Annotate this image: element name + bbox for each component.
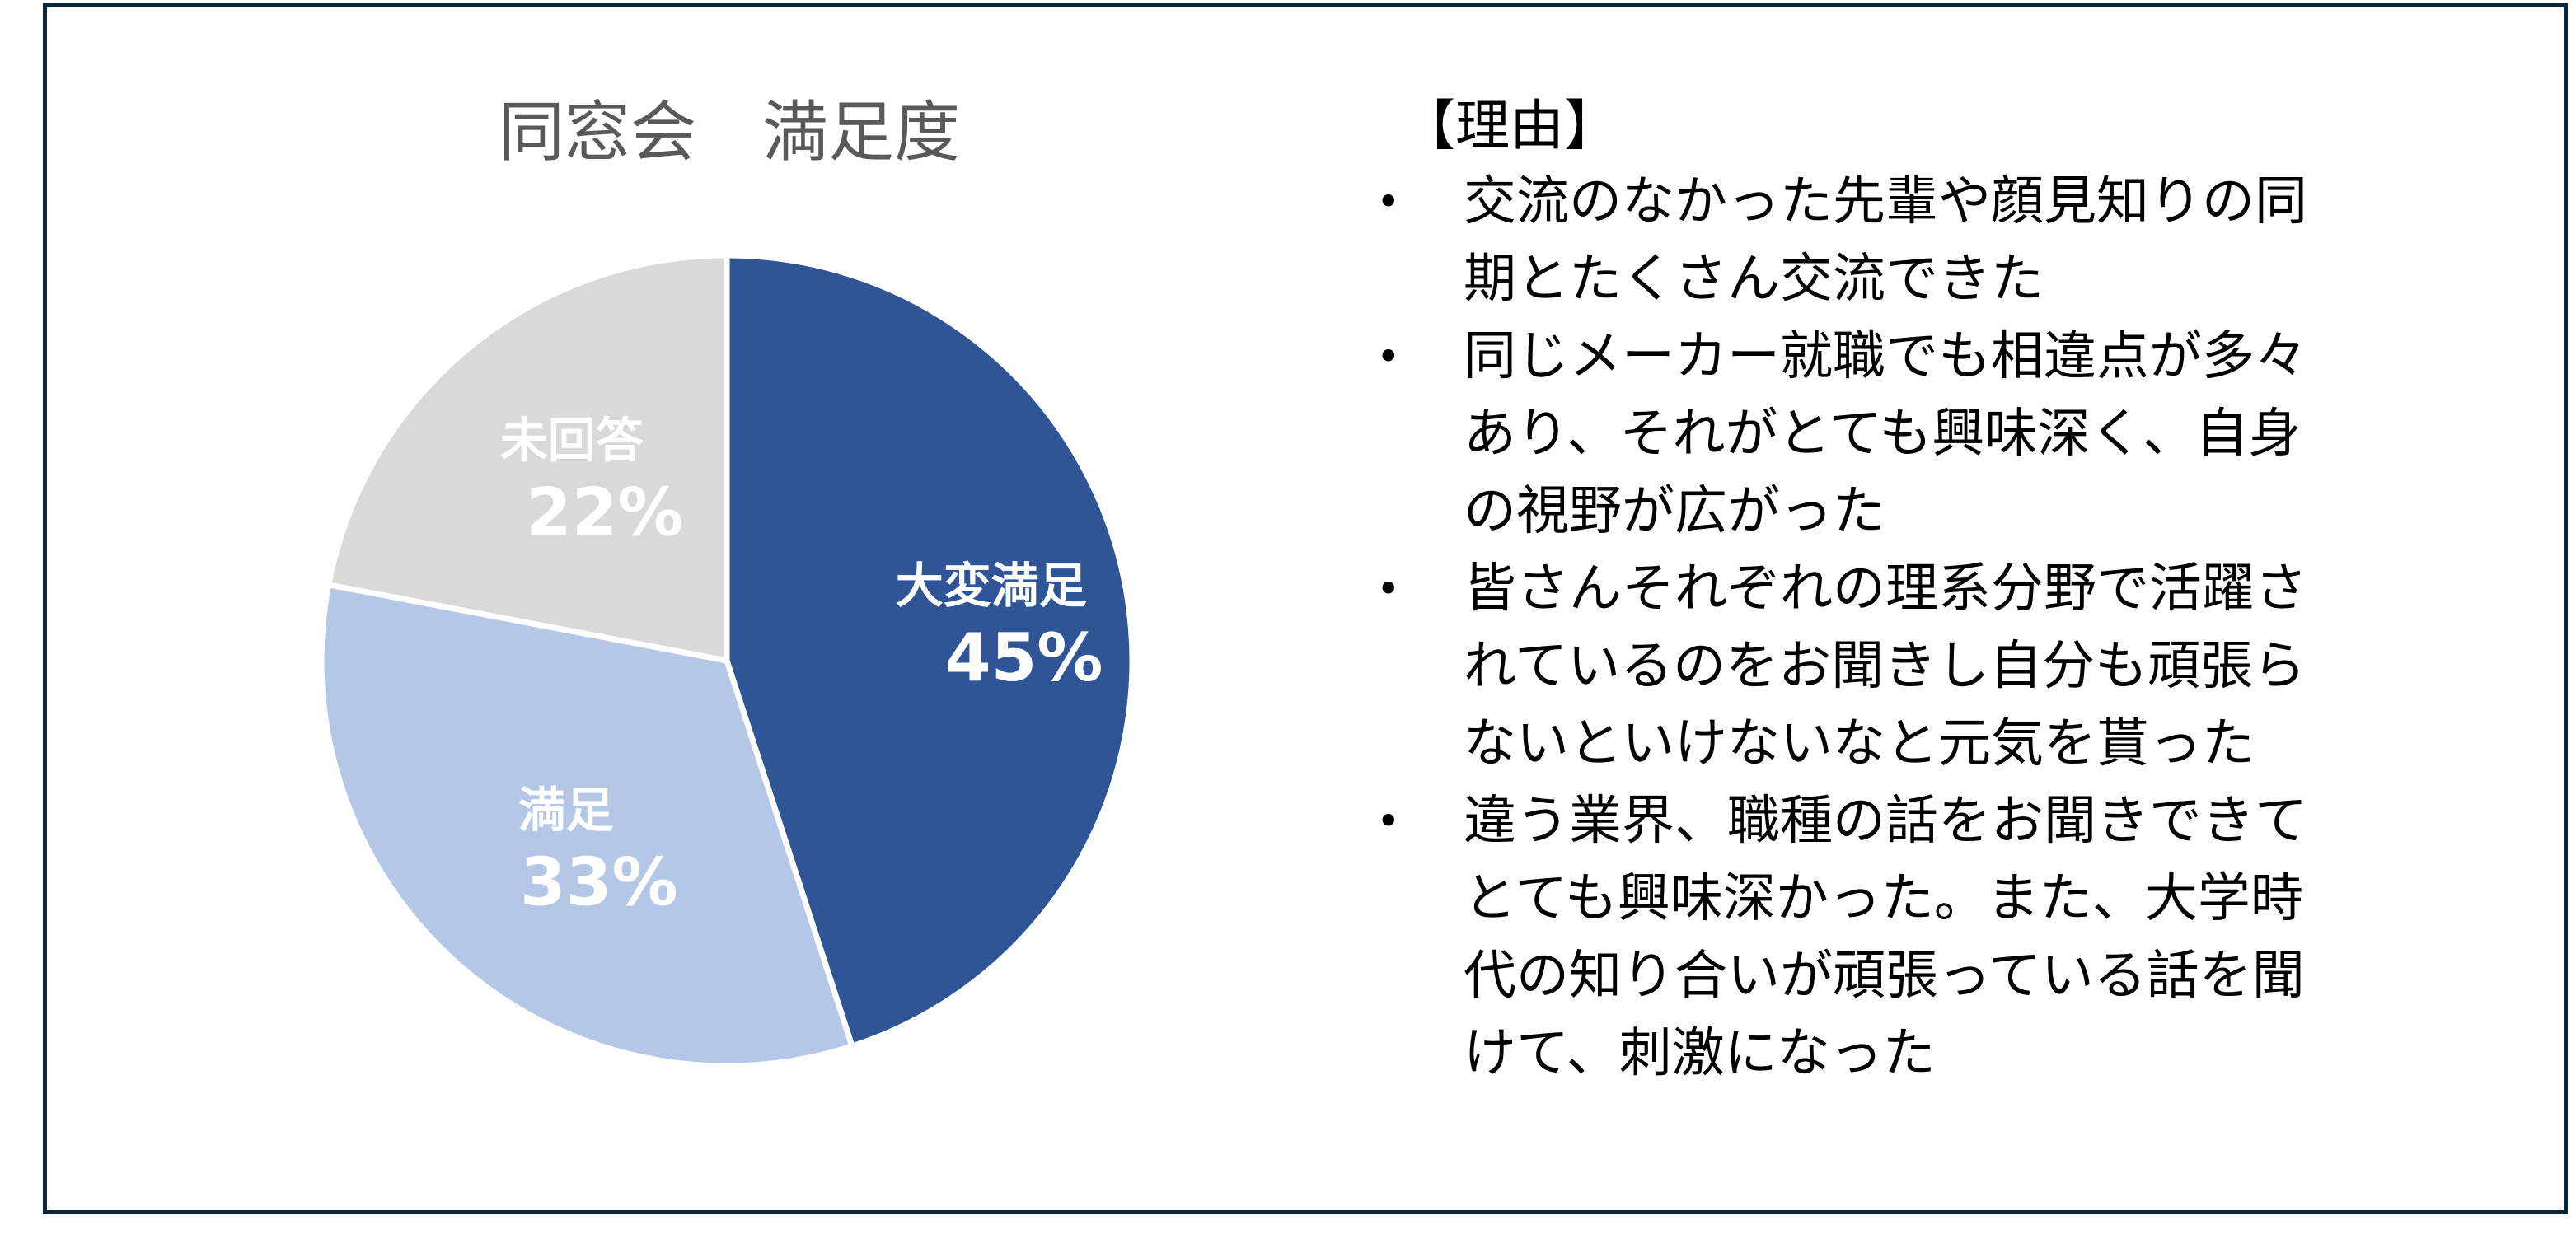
reasons-list: • 交流のなかった先輩や顔見知りの同 期とたくさん交流できた • 同じメーカー就職でも相…	[1376, 163, 2522, 1092]
bullet-icon: •	[1376, 333, 1401, 381]
slide-frame	[43, 3, 2568, 1214]
reason-line: れているのをお聞きし自分も頑張ら	[1464, 636, 2307, 697]
reason-item: • 違う業界、職種の話をお聞きできて とても興味深かった。また、大学時 代の知り合いが…	[1376, 783, 2522, 1092]
reason-line: あり、それがとても興味深く、自身	[1464, 404, 2302, 465]
reason-item: • 交流のなかった先輩や顔見知りの同 期とたくさん交流できた	[1376, 163, 2522, 318]
chart-title: 同窓会 満足度	[499, 94, 960, 171]
reasons-title: 【理由】	[1401, 94, 1618, 157]
reason-line: の視野が広がった	[1464, 481, 1885, 542]
slice-label: 未回答	[500, 413, 644, 469]
slice-label: 大変満足	[896, 558, 1087, 614]
reason-line: 違う業界、職種の話をお聞きできて	[1464, 791, 2307, 852]
reason-line: ないといけないなと元気を貰った	[1464, 713, 2255, 774]
pie-slice-2	[325, 252, 730, 665]
slice-label: 満足	[518, 782, 614, 838]
slice-value-label: 45%	[945, 619, 1103, 696]
reasons-panel: 【理由】 • 交流のなかった先輩や顔見知りの同 期とたくさん交流できた • 同じメーカー…	[1376, 89, 2522, 1092]
reason-item: • 皆さんそれぞれの理系分野で活躍さ れているのをお聞きし自分も頑張ら ないといけない…	[1376, 550, 2522, 783]
reason-line: 期とたくさん交流できた	[1464, 249, 2044, 310]
reason-line: 交流のなかった先輩や顔見知りの同	[1464, 171, 2307, 232]
bullet-icon: •	[1376, 178, 1401, 226]
bullet-icon: •	[1376, 565, 1401, 613]
reason-line: けて、刺激になった	[1464, 1023, 1936, 1084]
bullet-icon: •	[1376, 797, 1401, 845]
pie-slice-0	[724, 252, 1136, 1050]
slice-value-label: 22%	[526, 474, 683, 551]
reason-line: 代の知り合いが頑張っている話を聞	[1464, 946, 2305, 1007]
reason-line: 皆さんそれぞれの理系分野で活躍さ	[1464, 559, 2307, 619]
reason-line: とても興味深かった。また、大学時	[1464, 868, 2303, 929]
reason-item: • 同じメーカー就職でも相違点が多々 あり、それがとても興味深く、自身 の視野が広がっ…	[1376, 318, 2522, 550]
pie-slice-1	[318, 581, 856, 1069]
slice-value-label: 33%	[520, 844, 677, 920]
reason-line: 同じメーカー就職でも相違点が多々	[1464, 326, 2307, 387]
